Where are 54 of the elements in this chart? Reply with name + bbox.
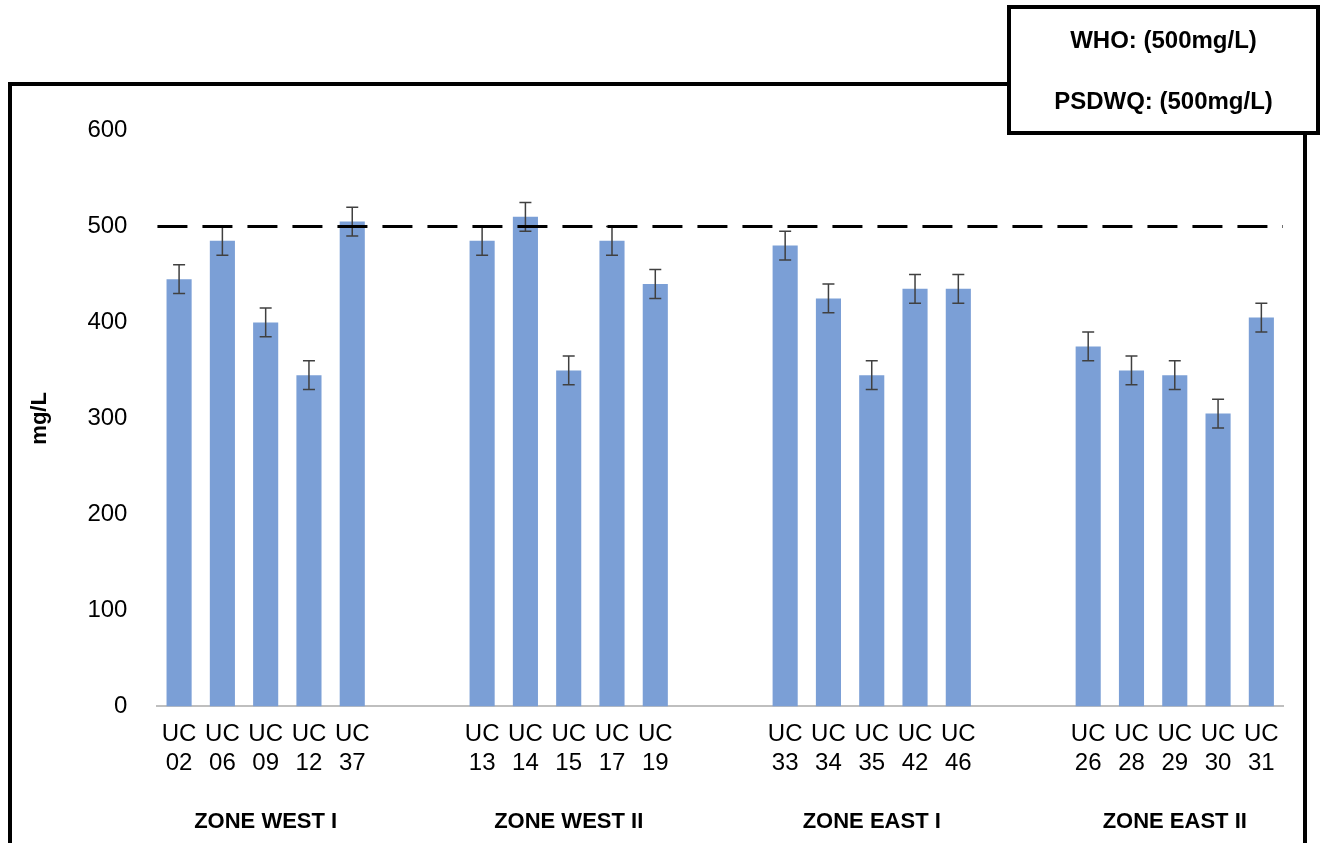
bar [599,240,625,707]
x-tick-label: UC 02 [161,719,197,776]
legend-box: WHO: (500mg/L) PSDWQ: (500mg/L) [1007,5,1320,135]
bar [556,370,582,707]
bar [859,375,885,707]
text: ZONE EAST I [802,808,941,834]
y-tick-label: 300 [87,403,128,431]
bar [902,288,928,707]
bar [296,375,322,707]
bar [642,284,668,707]
x-tick-label: UC 06 [205,719,240,776]
y-tick-label: 200 [87,499,128,527]
x-tick-label: UC 37 [334,719,370,776]
x-tick-label: UC 35 [854,719,890,776]
x-tick-label: UC 14 [508,719,543,776]
text: ZONE WEST I [194,808,338,834]
y-tick-label: 100 [87,595,128,623]
bar [815,298,841,707]
x-tick-label: UC 30 [1200,719,1236,776]
bar [1075,346,1101,707]
bar [1162,375,1188,707]
x-tick-label: UC 12 [291,719,327,776]
bar [1205,413,1231,707]
x-tick-label: UC 17 [594,719,630,776]
bar [166,279,192,707]
bar [339,221,365,707]
x-tick-label: UC 19 [637,719,673,776]
x-tick-label: UC 13 [464,719,500,776]
bar [512,216,538,707]
x-tick-label: UC 34 [811,719,846,776]
y-axis-title: mg/L [26,392,52,445]
x-tick-label: UC 15 [551,719,587,776]
text: ZONE WEST II [494,808,644,834]
bar [253,322,279,707]
x-tick-label: UC 28 [1114,719,1149,776]
x-tick-label: UC 31 [1244,719,1279,776]
bar [772,245,798,707]
bar [469,240,495,707]
ref-line-label: WHO: (500mg/L) [1070,25,1257,54]
x-tick-label: UC 26 [1070,719,1106,776]
bar [209,240,235,707]
x-tick-label: UC 33 [767,719,803,776]
x-tick-label: UC 46 [940,719,976,776]
y-tick-label: 400 [87,307,128,335]
y-tick-label: 500 [87,211,128,239]
y-tick-label: 0 [114,691,128,719]
x-tick-label: UC 09 [248,719,284,776]
bar [945,288,971,707]
x-tick-label: UC 42 [897,719,933,776]
bar [1248,317,1274,707]
y-tick-label: 600 [87,115,128,143]
x-tick-label: UC 29 [1157,719,1193,776]
bar [1118,370,1145,707]
text: ZONE EAST II [1102,808,1247,834]
